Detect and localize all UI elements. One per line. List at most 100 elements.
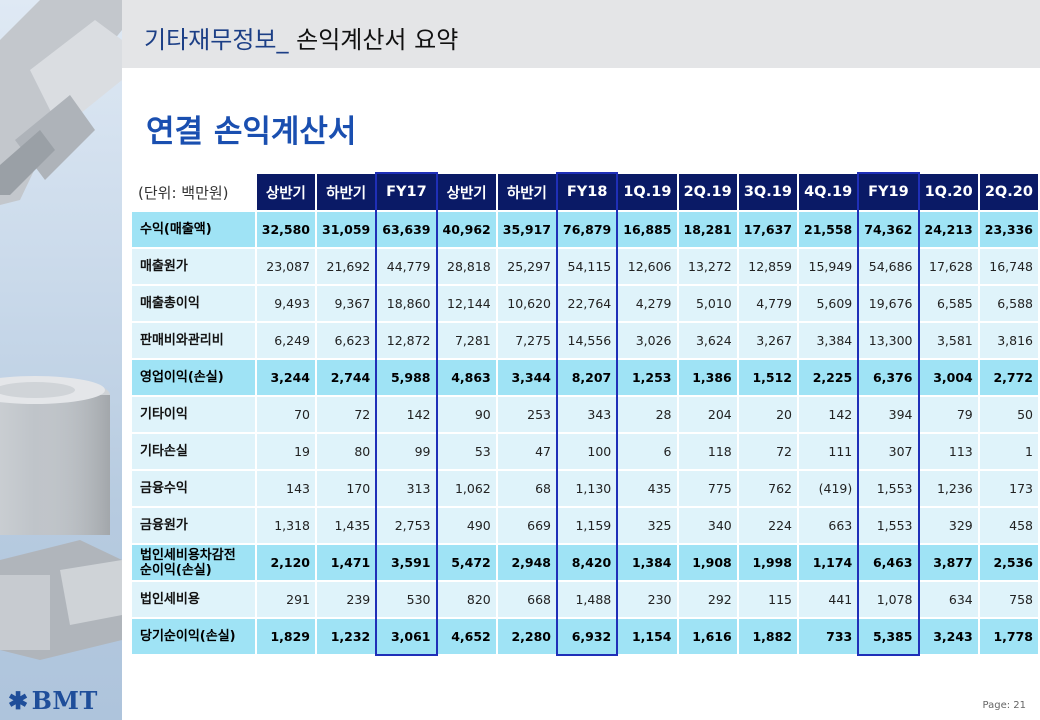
table-cell: 80 <box>317 434 376 469</box>
table-cell: 204 <box>678 397 737 432</box>
table-row: 기타이익 70 72 142 90 253 343 28 204 20 142 394 79 50 <box>132 397 1038 432</box>
table-cell: 13,300 <box>859 323 918 358</box>
table-cell: 441 <box>799 582 858 617</box>
table-cell: 3,061 <box>377 619 436 654</box>
page-title: 기타재무정보_ 손익계산서 요약 <box>144 20 458 55</box>
table-cell: 1,553 <box>859 508 918 543</box>
table-cell: 9,493 <box>256 286 315 321</box>
table-cell: 5,609 <box>799 286 858 321</box>
table-cell: 5,988 <box>377 360 436 395</box>
row-label: 수익(매출액) <box>132 212 255 247</box>
table-cell: 72 <box>317 397 376 432</box>
table-cell: 1,435 <box>317 508 376 543</box>
table-cell: 19 <box>256 434 315 469</box>
table-cell: 2,536 <box>979 545 1038 580</box>
table-cell: 70 <box>256 397 315 432</box>
table-cell: 68 <box>497 471 556 506</box>
table-cell: 100 <box>558 434 617 469</box>
table-cell: 118 <box>678 434 737 469</box>
table-cell: 79 <box>919 397 978 432</box>
table-row: 수익(매출액) 32,580 31,059 63,639 40,962 35,917 76,… <box>132 212 1038 247</box>
table-cell: 3,004 <box>919 360 978 395</box>
page-title-sub: 손익계산서 요약 <box>288 26 459 54</box>
decorative-product-image: ✱ BMT <box>0 0 122 720</box>
table-cell: 663 <box>799 508 858 543</box>
table-cell: 6 <box>618 434 677 469</box>
table-row: 매출원가 23,087 21,692 44,779 28,818 25,297 54,115… <box>132 249 1038 284</box>
table-cell: 5,385 <box>859 619 918 654</box>
table-cell: 758 <box>979 582 1038 617</box>
table-cell: 143 <box>256 471 315 506</box>
table-cell: 40,962 <box>437 212 496 247</box>
row-label: 기타손실 <box>132 434 255 469</box>
table-cell: 1,882 <box>738 619 797 654</box>
table-cell: 1,384 <box>618 545 677 580</box>
table-cell: 329 <box>919 508 978 543</box>
table-cell: 4,279 <box>618 286 677 321</box>
header-bar <box>122 0 1040 68</box>
table-cell: 1,159 <box>558 508 617 543</box>
table-cell: 6,623 <box>317 323 376 358</box>
table-cell: 6,588 <box>979 286 1038 321</box>
table-cell: 224 <box>738 508 797 543</box>
table-cell: 394 <box>859 397 918 432</box>
table-cell: 25,297 <box>497 249 556 284</box>
table-cell: 1,908 <box>678 545 737 580</box>
table-cell: 291 <box>256 582 315 617</box>
table-cell: 239 <box>317 582 376 617</box>
logo-mark-icon: ✱ <box>8 686 29 715</box>
table-cell: 530 <box>377 582 436 617</box>
table-cell: 1,253 <box>618 360 677 395</box>
table-cell: 72 <box>738 434 797 469</box>
table-cell: 32,580 <box>256 212 315 247</box>
table-cell: 18,281 <box>678 212 737 247</box>
table-cell: 253 <box>497 397 556 432</box>
table-cell: 775 <box>678 471 737 506</box>
table-cell: 292 <box>678 582 737 617</box>
table-cell: 1,154 <box>618 619 677 654</box>
table-cell: 2,120 <box>256 545 315 580</box>
table-cell: 1,998 <box>738 545 797 580</box>
table-cell: 6,376 <box>859 360 918 395</box>
table-cell: 4,652 <box>437 619 496 654</box>
table-cell: 4,863 <box>437 360 496 395</box>
table-cell: 3,624 <box>678 323 737 358</box>
table-cell: 343 <box>558 397 617 432</box>
table-cell: 1,062 <box>437 471 496 506</box>
table-cell: 3,267 <box>738 323 797 358</box>
table-cell: 12,859 <box>738 249 797 284</box>
table-cell: 435 <box>618 471 677 506</box>
table-cell: 2,753 <box>377 508 436 543</box>
table-cell: 1,386 <box>678 360 737 395</box>
column-header: 상반기 <box>437 174 496 210</box>
table-cell: 24,213 <box>919 212 978 247</box>
row-label: 법인세비용 <box>132 582 255 617</box>
table-cell: 230 <box>618 582 677 617</box>
income-statement-table: 상반기 하반기 FY17 상반기 하반기 FY18 1Q.19 2Q.19 3Q.19 4Q.19… <box>130 172 1040 656</box>
table-cell: 142 <box>377 397 436 432</box>
table-cell: 23,087 <box>256 249 315 284</box>
table-cell: 8,207 <box>558 360 617 395</box>
table-cell: 47 <box>497 434 556 469</box>
table-cell: 3,026 <box>618 323 677 358</box>
table-cell: 1,174 <box>799 545 858 580</box>
table-cell: 173 <box>979 471 1038 506</box>
table-cell: 6,463 <box>859 545 918 580</box>
table-row: 법인세비용 291 239 530 820 668 1,488 230 292 115 441 1,0… <box>132 582 1038 617</box>
table-cell: 1 <box>979 434 1038 469</box>
column-header: 2Q.19 <box>678 174 737 210</box>
table-cell: 15,949 <box>799 249 858 284</box>
table-cell: 63,639 <box>377 212 436 247</box>
table-cell: 3,581 <box>919 323 978 358</box>
table-row: 금융수익 143 170 313 1,062 68 1,130 435 775 762 (419) 1… <box>132 471 1038 506</box>
table-cell: 170 <box>317 471 376 506</box>
row-label: 영업이익(손실) <box>132 360 255 395</box>
table-cell: 668 <box>497 582 556 617</box>
table-cell: 325 <box>618 508 677 543</box>
table-cell: 4,779 <box>738 286 797 321</box>
table-cell: 1,829 <box>256 619 315 654</box>
table-cell: 669 <box>497 508 556 543</box>
table-cell: 14,556 <box>558 323 617 358</box>
table-cell: 74,362 <box>859 212 918 247</box>
table-cell: 10,620 <box>497 286 556 321</box>
